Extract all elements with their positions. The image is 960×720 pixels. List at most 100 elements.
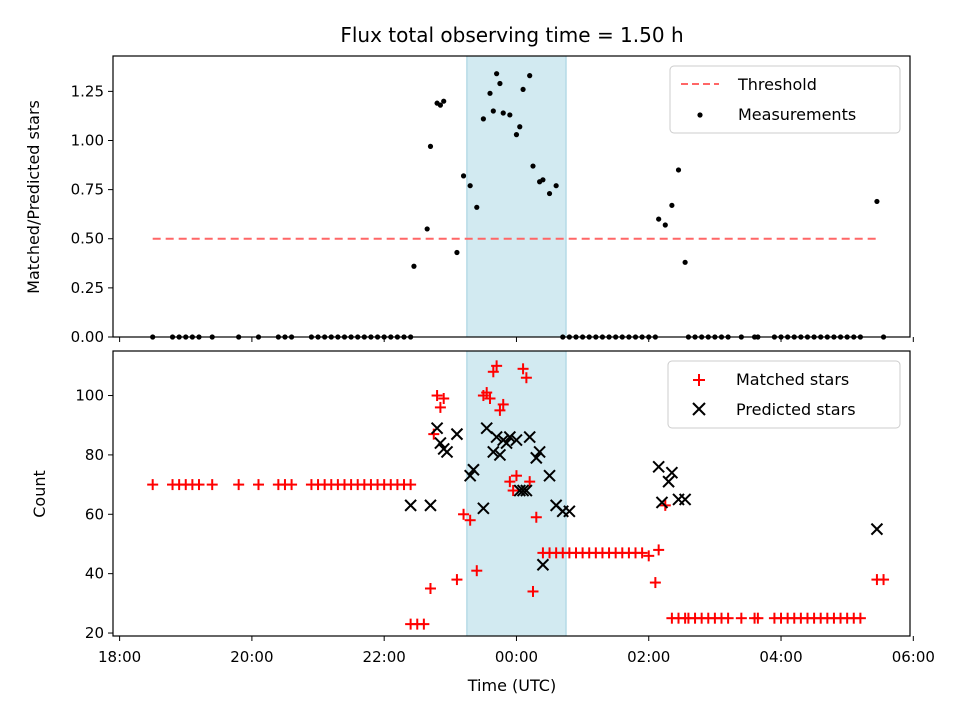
predicted-star-point	[678, 493, 692, 506]
count-panel-ylabel: Count	[30, 470, 49, 518]
y-tick-label: 100	[75, 387, 104, 405]
predicted-star-point	[434, 436, 447, 450]
count-panel-legend: Matched stars Predicted stars	[667, 360, 901, 429]
x-tick-label: 02:00	[627, 648, 670, 666]
matched-star-point	[878, 574, 890, 586]
measurement-point	[487, 90, 493, 96]
predicted-star-point	[477, 502, 490, 515]
predicted-star-point	[430, 421, 444, 435]
matched-star-point	[434, 401, 446, 413]
matched-legend-swatch	[693, 374, 705, 386]
measurement-point	[411, 263, 417, 269]
matched-star-point	[481, 387, 493, 399]
matched-star-point	[530, 511, 542, 523]
predicted-star-point	[530, 451, 543, 465]
matched-star-point	[147, 479, 159, 491]
predicted-star-point	[424, 499, 437, 512]
predicted-star-point	[510, 433, 523, 447]
predicted-star-point	[523, 430, 536, 444]
matched-star-point	[471, 565, 483, 577]
y-tick-label: 80	[85, 446, 104, 464]
measurement-point	[424, 226, 430, 232]
predicted-star-point	[516, 484, 530, 497]
measurement-point	[546, 190, 553, 197]
predicted-star-point	[503, 430, 517, 444]
y-tick-label: 60	[85, 505, 104, 523]
matched-star-point	[520, 372, 532, 384]
measurement-point	[517, 124, 523, 130]
measurement-point	[520, 86, 526, 93]
measurement-point	[662, 222, 668, 228]
matched-star-point	[497, 398, 509, 410]
predicted-star-point	[467, 463, 480, 476]
observing-window-span	[466, 55, 567, 338]
matched-star-point	[405, 479, 417, 491]
predicted-legend-swatch	[692, 402, 706, 416]
predicted-star-point	[870, 522, 884, 536]
measurement-point	[500, 110, 506, 116]
predicted-star-point	[543, 469, 556, 482]
matched-star-point	[484, 393, 496, 404]
measurement-point	[427, 143, 434, 149]
matched-star-point	[517, 363, 529, 375]
measurement-point	[874, 198, 880, 205]
measurement-point	[480, 116, 486, 122]
threshold-legend-label: Threshold	[737, 75, 817, 94]
ratio-panel: 0.00 0.25 0.50 0.75 1.00 1.25 Matched/Predict…	[24, 55, 914, 346]
count-panel: 20 40 60 80 100 18:00 20:00 22:00 00:00 02:00 04:…	[30, 350, 935, 695]
y-tick-label: 0.50	[71, 230, 104, 248]
predicted-star-point	[440, 445, 454, 459]
measurement-point	[656, 216, 662, 222]
matched-star-point	[206, 479, 218, 491]
matched-star-point	[431, 390, 443, 402]
y-tick-label: 0.25	[71, 279, 104, 297]
x-tick-label: 06:00	[892, 648, 935, 666]
measurement-point	[441, 98, 447, 104]
ratio-panel-legend: Threshold Measurements	[669, 65, 901, 134]
measurements-legend-label: Measurements	[738, 105, 856, 124]
matched-star-point	[504, 476, 516, 488]
count-panel-frame	[112, 350, 911, 637]
matched-star-point	[510, 470, 522, 482]
matched-star-point	[636, 547, 648, 559]
predicted-star-point	[665, 466, 679, 479]
predicted-star-point	[490, 430, 503, 444]
predicted-star-point	[493, 448, 507, 462]
matched-star-point	[752, 612, 764, 624]
predicted-star-point	[520, 484, 533, 497]
matched-star-point	[451, 574, 463, 586]
matched-star-point	[438, 393, 450, 404]
measurement-point	[682, 259, 688, 265]
predicted-star-point	[487, 445, 500, 459]
measurement-point	[530, 163, 536, 169]
x-tick-label: 20:00	[230, 648, 273, 666]
measurement-point	[513, 132, 520, 138]
measurement-point	[553, 183, 559, 189]
matched-star-point	[418, 618, 430, 630]
y-tick-label: 0.00	[71, 328, 104, 346]
measurement-point	[669, 202, 675, 208]
predicted-star-point	[652, 460, 665, 473]
predicted-star-point	[662, 475, 675, 488]
matched-star-point	[507, 485, 519, 497]
predicted-star-point	[480, 421, 493, 435]
x-tick-label: 04:00	[759, 648, 802, 666]
predicted-star-point	[463, 469, 477, 482]
matched-star-point	[464, 514, 476, 526]
y-tick-label: 0.75	[71, 181, 104, 199]
measurement-point	[460, 173, 467, 179]
matched-star-point	[253, 479, 265, 491]
x-tick-label: 00:00	[495, 648, 538, 666]
matched-star-point	[233, 479, 245, 491]
y-tick-label: 1.25	[71, 82, 104, 100]
matched-star-point	[424, 583, 436, 594]
predicted-star-point	[450, 427, 464, 441]
matched-star-point	[487, 366, 499, 378]
ratio-panel-ylabel: Matched/Predicted stars	[24, 100, 43, 294]
predicted-star-point	[655, 496, 669, 509]
matched-star-point	[494, 404, 506, 416]
measurement-point	[507, 112, 513, 118]
matched-legend-label: Matched stars	[736, 370, 849, 389]
matched-star-point	[643, 550, 655, 562]
x-axis-label: Time (UTC)	[467, 676, 556, 695]
